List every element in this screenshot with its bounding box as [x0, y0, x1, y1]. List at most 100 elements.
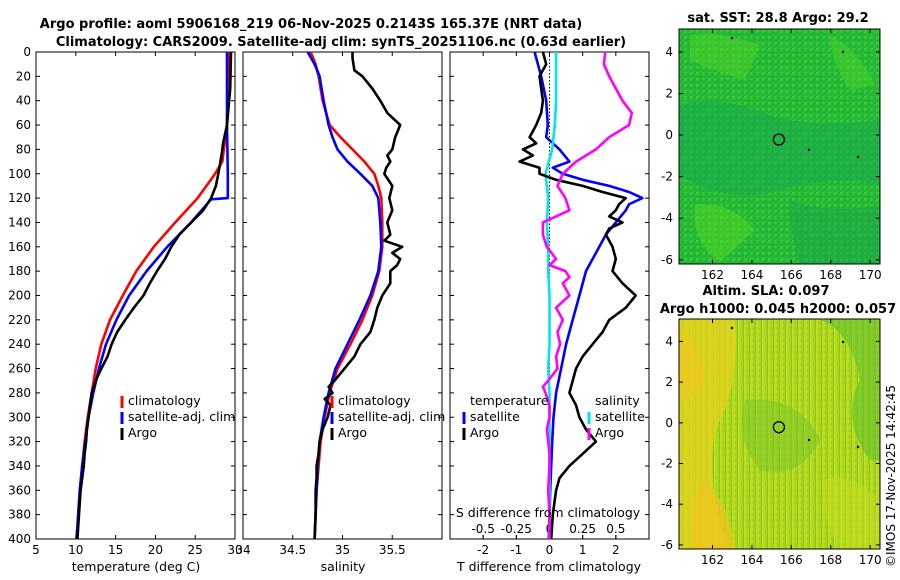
- x-tick-label: 30: [227, 543, 242, 557]
- map-y-tick-label: -2: [661, 457, 673, 471]
- depth-tick-label: 40: [16, 94, 31, 108]
- map-y-tick-label: -4: [661, 497, 673, 511]
- sst-map-markers: [730, 36, 860, 159]
- x-tick-label: 35.5: [379, 543, 406, 557]
- map-x-tick-label: 170: [859, 268, 882, 282]
- sla-map-axes: 162 164 166 168 170 4 2 0 -2 -4 -6: [661, 319, 882, 567]
- map-x-tick-label: 164: [740, 268, 763, 282]
- s-tick-label: 0.25: [569, 522, 596, 536]
- argo-position-marker: [772, 421, 786, 434]
- x-tick-label: 5: [32, 543, 40, 557]
- s-tick-label: -0.25: [501, 522, 532, 536]
- legend-label-argo: Argo: [128, 425, 157, 440]
- salinity-profiles: [306, 51, 404, 540]
- float-dot: [841, 50, 845, 54]
- map-x-tick-label: 168: [819, 553, 842, 567]
- depth-tick-label: 260: [8, 362, 31, 376]
- map-y-tick-label: -6: [661, 538, 673, 552]
- argo-position-marker: [772, 133, 786, 146]
- sst-map-axes: 162 164 166 168 170 4 2 0 -2 -4 -6: [661, 29, 882, 282]
- depth-tick-label: 60: [16, 118, 31, 132]
- depth-tick-label: 20: [16, 69, 31, 83]
- depth-tick-label: 160: [8, 240, 31, 254]
- map-x-tick-label: 162: [701, 553, 724, 567]
- map-y-tick-label: 0: [665, 416, 673, 430]
- float-dot: [807, 148, 811, 152]
- x-tick-label: 2: [612, 543, 620, 557]
- imos-timestamp: ©IMOS 17-Nov-2025 14:42:45: [884, 385, 898, 567]
- x-tick-label: 25: [188, 543, 203, 557]
- sla-map-title-line2: Argo h1000: 0.045 h2000: 0.057: [660, 302, 896, 317]
- profile-argo: [313, 52, 404, 540]
- float-dot: [856, 155, 860, 159]
- profile-argo: [76, 51, 233, 540]
- x-tick-label: 15: [108, 543, 123, 557]
- sla-map-title-line1: Altim. SLA: 0.097: [703, 284, 830, 299]
- s-tick-label: 0.5: [606, 522, 625, 536]
- depth-tick-label: 120: [8, 191, 31, 205]
- temperature-axis-label: temperature (deg C): [72, 559, 201, 574]
- legend-title-salinity: salinity: [595, 393, 640, 408]
- legend-label-satellite-adj: satellite-adj. clim: [338, 409, 445, 424]
- profile-satellite-adj-clim: [75, 52, 230, 540]
- profile-temperature-argo: [518, 51, 638, 540]
- map-x-tick-label: 170: [859, 553, 882, 567]
- profile-salinity-argo: [541, 51, 634, 539]
- depth-tick-label: 400: [8, 532, 31, 546]
- x-tick-label: 0: [546, 543, 554, 557]
- sst-map-title: sat. SST: 28.8 Argo: 29.2: [687, 11, 868, 26]
- legend-label-satellite-adj: satellite-adj. clim: [128, 409, 235, 424]
- depth-tick-label: 300: [8, 410, 31, 424]
- depth-tick-label: 380: [8, 508, 31, 522]
- map-x-tick-label: 164: [740, 553, 763, 567]
- map-x-tick-label: 162: [701, 268, 724, 282]
- temperature-profiles: [75, 51, 233, 540]
- legend-label-t-argo: Argo: [470, 425, 499, 440]
- depth-tick-label: 140: [8, 215, 31, 229]
- depth-tick-label: 180: [8, 264, 31, 278]
- s-difference-axis: -0.5-0.2500.250.5: [471, 522, 625, 539]
- depth-tick-label: 80: [16, 142, 31, 156]
- s-tick-label: -0.5: [471, 522, 494, 536]
- map-y-tick-label: -4: [661, 211, 673, 225]
- depth-tick-label: 280: [8, 386, 31, 400]
- depth-tick-label: 0: [23, 45, 31, 59]
- sla-map-markers: [730, 326, 860, 449]
- depth-tick-label: 240: [8, 337, 31, 351]
- map-x-tick-label: 166: [780, 268, 803, 282]
- difference-profiles: [518, 51, 644, 540]
- map-x-tick-label: 168: [819, 268, 842, 282]
- map-y-tick-label: 2: [665, 86, 673, 100]
- map-y-tick-label: 4: [665, 45, 673, 59]
- figure-title-line2: Climatology: CARS2009. Satellite-adj cli…: [56, 35, 626, 50]
- legend-title-temperature: temperature: [470, 393, 549, 408]
- temperature-panel: [35, 51, 236, 540]
- float-dot: [730, 326, 734, 330]
- float-dot: [841, 340, 845, 344]
- float-dot: [856, 445, 860, 449]
- depth-axis: 0 20 40 60 80 100 120 140 160 180 200 220 240 260 280 3…: [8, 45, 649, 546]
- legend-label-argo: Argo: [338, 425, 367, 440]
- salinity-x-axis: 34 34.5 35 35.5: [235, 52, 406, 557]
- legend-label-climatology: climatology: [338, 393, 411, 408]
- profile-temperature-satellite: [533, 51, 644, 540]
- legend-label-s-argo: Argo: [595, 425, 624, 440]
- float-dot: [807, 438, 811, 442]
- salinity-legend: climatology satellite-adj. clim Argo: [330, 393, 445, 440]
- map-y-tick-label: -2: [661, 170, 673, 184]
- legend-label-s-satellite: satellite: [595, 409, 645, 424]
- s-difference-axis-label: S difference from climatology: [456, 505, 641, 520]
- map-x-tick-label: 166: [780, 553, 803, 567]
- x-tick-label: -1: [510, 543, 522, 557]
- difference-legend: temperature satellite Argo salinity sate…: [462, 393, 645, 440]
- depth-tick-label: 100: [8, 167, 31, 181]
- x-tick-label: 20: [148, 543, 163, 557]
- x-tick-label: 1: [579, 543, 587, 557]
- float-dot: [730, 36, 734, 40]
- map-y-tick-label: 4: [665, 334, 673, 348]
- depth-tick-label: 320: [8, 435, 31, 449]
- x-tick-label: 34: [235, 543, 250, 557]
- map-y-tick-label: 2: [665, 375, 673, 389]
- depth-tick-label: 360: [8, 483, 31, 497]
